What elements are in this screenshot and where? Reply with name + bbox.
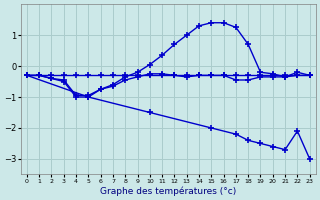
X-axis label: Graphe des températures (°c): Graphe des températures (°c) (100, 186, 236, 196)
